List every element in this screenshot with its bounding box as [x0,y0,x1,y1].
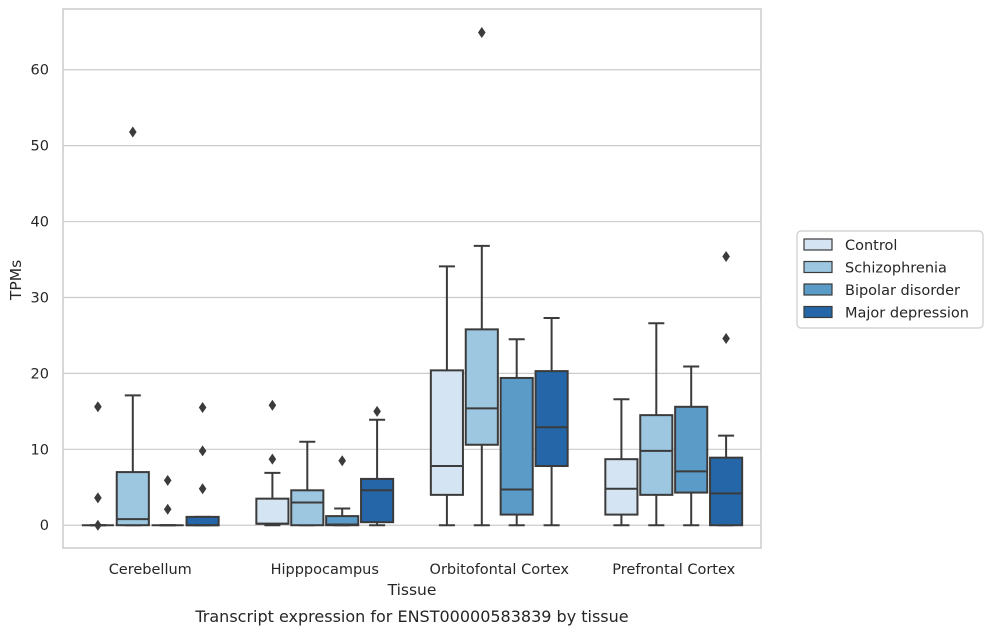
box-group [81,126,220,531]
box-schizophrenia [290,440,325,527]
box-control [255,399,290,527]
outlier-point [94,492,102,504]
chart-caption: Transcript expression for ENST0000058383… [194,607,628,626]
outlier-point [94,519,102,531]
outlier-point [268,453,277,465]
plot-frame [62,8,762,549]
y-axis-label: TPMs [7,260,25,301]
box-schizophrenia [639,322,674,527]
legend-item: Control [803,238,897,254]
legend-swatch [803,305,833,319]
box-major-depression [709,250,744,527]
box-iqr [709,456,744,527]
box-iqr [290,489,325,527]
box-bipolar-disorder [499,338,534,527]
legend-swatch [803,283,833,296]
outlier-point [478,27,486,39]
outlier-point [198,483,207,495]
outlier-point [722,332,730,344]
legend-swatch [803,238,833,251]
box-iqr [674,405,709,494]
outlier-point [163,503,172,515]
outlier-point [163,474,172,486]
box-groups [81,27,744,531]
outlier-point [268,399,277,411]
box-group [604,250,744,527]
box-iqr [360,477,395,524]
box-control [81,401,114,531]
box-iqr [639,414,674,496]
box-iqr [185,515,220,527]
box-iqr [604,458,639,516]
legend-frame [796,230,984,329]
box-major-depression [185,402,220,527]
box-iqr [115,471,150,527]
legend: Control Schizophrenia Bipolar disorder Majo… [796,230,984,329]
outlier-point [198,445,207,457]
y-tick-labels: 0 10 20 30 40 50 60 [31,63,49,534]
box-major-depression [360,405,395,527]
x-axis-label: Tissue [387,581,437,599]
box-schizophrenia [115,126,150,527]
box-group [429,27,569,527]
box-bipolar-disorder [674,365,709,527]
box-iqr [464,328,499,446]
box-iqr [534,370,569,468]
y-tick-label: 20 [31,366,49,382]
legend-item: Schizophrenia [803,260,947,277]
legend-label: Schizophrenia [845,261,947,277]
box-bipolar-disorder [151,474,184,527]
box-iqr [255,497,290,525]
legend-label: Major depression [845,306,969,322]
box-iqr [429,369,464,496]
legend-item: Bipolar disorder [803,283,960,299]
y-tick-label: 50 [31,139,49,155]
outlier-point [198,402,207,414]
box-control [604,398,639,527]
outlier-point [722,250,730,262]
box-group [255,399,395,527]
box-iqr [499,376,534,516]
x-tick-label: Prefrontal Cortex [612,562,735,578]
y-tick-label: 10 [31,442,49,458]
legend-swatch [803,260,833,274]
outlier-point [94,401,102,413]
box-major-depression [534,316,569,527]
x-tick-label: Hipppocampus [271,562,379,578]
y-tick-label: 30 [31,290,49,306]
legend-label: Bipolar disorder [845,283,960,299]
y-tick-label: 60 [31,63,49,79]
outlier-point [129,126,137,138]
box-control [429,265,464,527]
outlier-point [338,455,346,467]
y-tick-label: 40 [31,215,49,231]
legend-label: Control [845,238,897,254]
box-bipolar-disorder [325,455,360,527]
legend-item: Major depression [803,305,969,322]
y-tick-label: 0 [40,518,49,534]
box-schizophrenia [464,27,499,527]
x-tick-label: Cerebellum [109,562,192,578]
x-tick-label: Orbitofontal Cortex [430,562,570,578]
outlier-point [373,405,381,417]
x-tick-labels: Cerebellum Hipppocampus Orbitofontal Corte… [109,562,736,578]
